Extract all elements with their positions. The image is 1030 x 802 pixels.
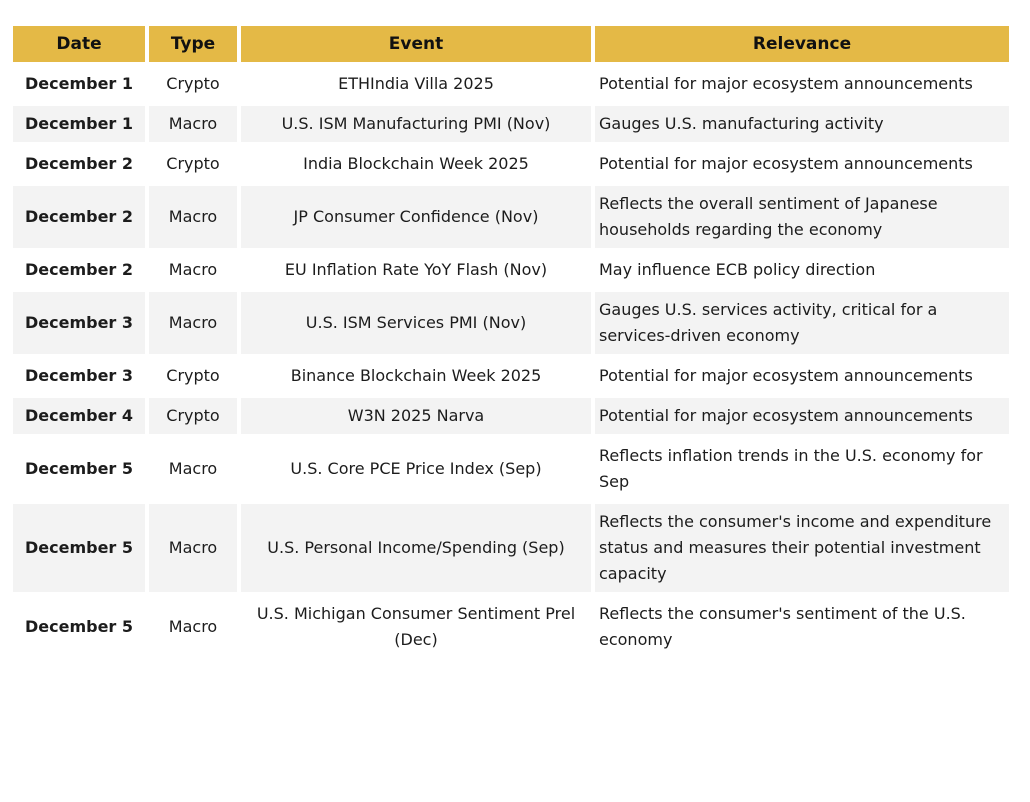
cell-type: Crypto (166, 154, 220, 173)
table-row: December 2 Crypto India Blockchain Week … (13, 146, 1009, 182)
cell-date: December 2 (13, 186, 145, 248)
cell-date: December 3 (24, 366, 134, 385)
table-row: December 1 Crypto ETHIndia Villa 2025 Po… (13, 66, 1009, 102)
cell-relevance: May influence ECB policy direction (599, 260, 876, 279)
cell-type: Macro (168, 260, 218, 279)
cell-date: December 1 (13, 106, 145, 142)
cell-relevance: Potential for major ecosystem announceme… (599, 74, 973, 93)
cell-event: EU Inflation Rate YoY Flash (Nov) (284, 260, 548, 279)
cell-event: India Blockchain Week 2025 (303, 154, 529, 173)
cell-relevance: Reflects the overall sentiment of Japane… (595, 186, 1009, 248)
cell-event: U.S. Personal Income/Spending (Sep) (241, 504, 591, 592)
cell-relevance: Reflects the consumer's income and expen… (595, 504, 1009, 592)
cell-relevance: Gauges U.S. services activity, critical … (595, 292, 1009, 354)
cell-event: Binance Blockchain Week 2025 (290, 366, 542, 385)
table-row: December 5 Macro U.S. Michigan Consumer … (13, 596, 1009, 658)
cell-event: U.S. Michigan Consumer Sentiment Prel (D… (256, 604, 576, 649)
cell-date: December 5 (13, 504, 145, 592)
cell-event: U.S. Core PCE Price Index (Sep) (290, 459, 542, 478)
header-date: Date (13, 26, 145, 62)
cell-type: Crypto (166, 366, 220, 385)
cell-event: W3N 2025 Narva (241, 398, 591, 434)
cell-relevance: Gauges U.S. manufacturing activity (595, 106, 1009, 142)
cell-date: December 4 (13, 398, 145, 434)
cell-type: Crypto (149, 398, 237, 434)
table-row: December 2 Macro JP Consumer Confidence … (13, 186, 1009, 248)
cell-date: December 3 (13, 292, 145, 354)
cell-date: December 2 (24, 154, 134, 173)
cell-event: U.S. ISM Services PMI (Nov) (241, 292, 591, 354)
cell-date: December 5 (24, 459, 134, 478)
cell-event: ETHIndia Villa 2025 (338, 74, 494, 93)
cell-type: Macro (168, 617, 218, 636)
cell-type: Macro (149, 106, 237, 142)
cell-date: December 2 (24, 260, 134, 279)
cell-relevance: Reflects the consumer's sentiment of the… (599, 604, 966, 649)
cell-type: Macro (149, 186, 237, 248)
cell-event: U.S. ISM Manufacturing PMI (Nov) (241, 106, 591, 142)
cell-relevance: Potential for major ecosystem announceme… (599, 154, 973, 173)
table-header-row: Date Type Event Relevance (13, 26, 1009, 62)
table-row: December 5 Macro U.S. Core PCE Price Ind… (13, 438, 1009, 500)
cell-date: December 5 (24, 617, 134, 636)
cell-relevance: Potential for major ecosystem announceme… (599, 366, 973, 385)
header-event: Event (241, 26, 591, 62)
header-relevance: Relevance (595, 26, 1009, 62)
table-row: December 3 Crypto Binance Blockchain Wee… (13, 358, 1009, 394)
cell-type: Macro (149, 504, 237, 592)
header-type: Type (149, 26, 237, 62)
cell-relevance: Potential for major ecosystem announceme… (595, 398, 1009, 434)
cell-event: JP Consumer Confidence (Nov) (241, 186, 591, 248)
table-row: December 5 Macro U.S. Personal Income/Sp… (13, 504, 1009, 592)
cell-type: Macro (149, 292, 237, 354)
cell-type: Crypto (166, 74, 220, 93)
table-row: December 1 Macro U.S. ISM Manufacturing … (13, 106, 1009, 142)
cell-relevance: Reflects inflation trends in the U.S. ec… (599, 446, 983, 491)
table-row: December 2 Macro EU Inflation Rate YoY F… (13, 252, 1009, 288)
cell-type: Macro (168, 459, 218, 478)
events-table: Date Type Event Relevance December 1 Cry… (9, 22, 1013, 662)
table-row: December 3 Macro U.S. ISM Services PMI (… (13, 292, 1009, 354)
table-row: December 4 Crypto W3N 2025 Narva Potenti… (13, 398, 1009, 434)
table-body: December 1 Crypto ETHIndia Villa 2025 Po… (13, 66, 1009, 658)
cell-date: December 1 (24, 74, 134, 93)
